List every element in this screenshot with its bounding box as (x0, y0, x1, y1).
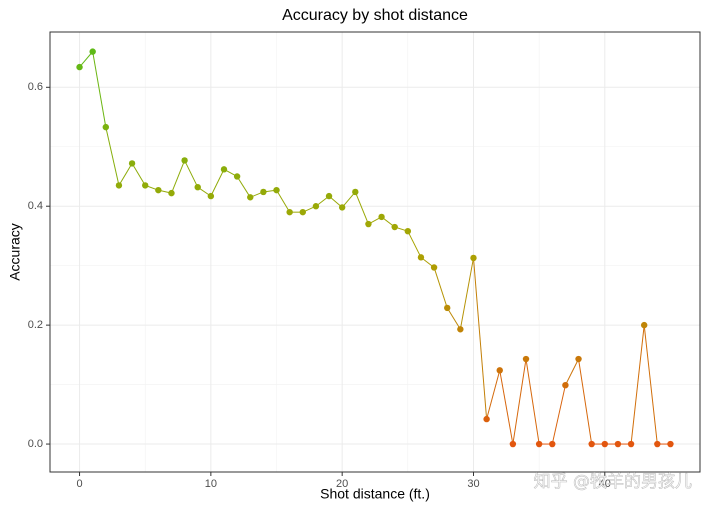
point (76, 63, 83, 71)
x-tick-label: 20 (336, 478, 348, 490)
point (312, 203, 320, 210)
line-segment (486, 370, 501, 420)
line-segment (210, 169, 225, 197)
line-segment (131, 163, 146, 186)
line-segment (525, 358, 540, 445)
line-segment (354, 191, 369, 225)
panel-border (49, 31, 701, 473)
point (142, 182, 149, 189)
x-tick-label: 0 (76, 478, 82, 490)
line-segment (79, 51, 94, 68)
point (233, 173, 241, 180)
point (338, 204, 346, 211)
point (430, 264, 438, 271)
point (509, 440, 517, 448)
point (640, 321, 648, 329)
line-segment (472, 257, 488, 420)
line-segment (564, 358, 579, 386)
point (549, 440, 556, 448)
line-segment (643, 325, 658, 445)
point (378, 213, 385, 221)
point (89, 48, 96, 55)
point (207, 192, 215, 200)
point (102, 123, 110, 131)
point (444, 304, 451, 312)
line-segment (551, 385, 566, 445)
point (417, 254, 425, 261)
point (404, 227, 412, 235)
y-tick-label: 0.6 (28, 81, 43, 93)
y-tick-label: 0.2 (28, 319, 43, 331)
point (654, 440, 661, 448)
point (352, 188, 359, 196)
y-axis-label: Accuracy (7, 223, 23, 281)
x-tick-label: 30 (467, 478, 479, 490)
line-segment (236, 176, 251, 198)
y-tick-label: 0.4 (28, 200, 43, 212)
point (627, 440, 635, 448)
x-tick-label: 40 (599, 478, 611, 490)
point (535, 440, 543, 448)
line-segment (459, 257, 474, 330)
point (588, 440, 595, 448)
point (325, 192, 333, 200)
line-segment (433, 267, 448, 309)
point (260, 188, 267, 196)
point (365, 220, 372, 228)
line-segment (512, 358, 527, 445)
line-segment (446, 307, 461, 330)
point (155, 186, 162, 194)
point (168, 189, 175, 197)
watermark: 知乎 @牧羊的男孩儿 (534, 472, 692, 492)
point (220, 166, 228, 173)
line-segment (341, 191, 356, 208)
line-segment (92, 51, 107, 128)
point (483, 415, 490, 423)
point (457, 326, 464, 333)
point (614, 440, 622, 448)
line-segment (578, 358, 593, 445)
point (391, 223, 398, 231)
x-tick-label: 10 (205, 478, 217, 490)
point (128, 160, 136, 167)
point (286, 208, 293, 216)
chart-title: Accuracy by shot distance (282, 7, 468, 24)
point (667, 440, 674, 448)
point (194, 183, 201, 191)
line-segment (499, 370, 514, 445)
point (470, 254, 477, 262)
y-tick-label: 0.0 (28, 438, 43, 450)
point (562, 381, 569, 389)
point (575, 355, 582, 363)
point (273, 186, 280, 194)
line-segment (171, 160, 186, 194)
point (496, 367, 503, 374)
line-segment (184, 160, 199, 188)
point (522, 355, 530, 363)
line-segment (630, 325, 645, 445)
line-segment (407, 230, 422, 258)
line-segment (118, 163, 133, 186)
point (181, 157, 188, 164)
point (247, 194, 254, 201)
x-axis-label: Shot distance (ft.) (320, 486, 430, 502)
point (115, 182, 123, 189)
point (299, 208, 306, 216)
line-segment (105, 127, 120, 186)
line-segment (276, 189, 291, 213)
point (601, 440, 608, 448)
